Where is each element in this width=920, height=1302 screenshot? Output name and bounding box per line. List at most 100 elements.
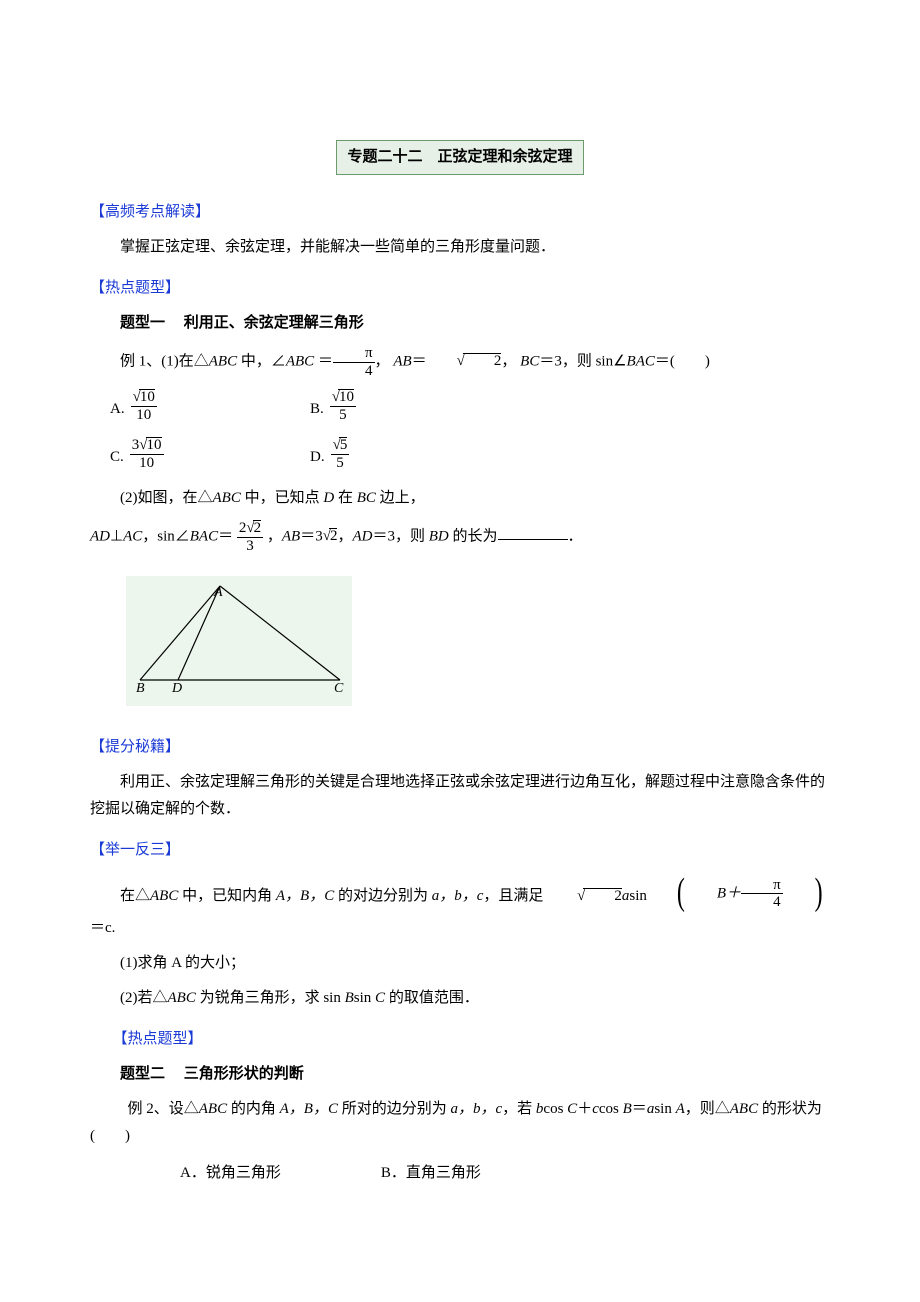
vq2a: (2)若△: [120, 990, 168, 1006]
title-container: 专题二十二 正弦定理和余弦定理: [90, 140, 830, 175]
type1-head: 题型一 利用正、余弦定理解三角形: [90, 310, 830, 337]
optC-r: 10: [146, 437, 162, 452]
e2b: 的内角: [231, 1101, 276, 1117]
e2-B: B: [623, 1101, 632, 1117]
vq2-abc: ABC: [168, 990, 196, 1006]
e2-ang: A，B，C: [276, 1101, 342, 1117]
l2a: ⊥: [110, 528, 123, 544]
ex1-eq: ＝: [318, 353, 333, 369]
optA-frac: 10 10: [131, 389, 157, 423]
ex1-b: 中，∠: [241, 353, 286, 369]
section-tips-head: 【提分秘籍】: [90, 734, 830, 761]
l2h: 的长为: [452, 528, 497, 544]
pi4b-n: π: [741, 877, 783, 894]
d3: 3: [237, 537, 263, 555]
e2-abc2: ABC: [730, 1101, 758, 1117]
sqrt2c: 2: [323, 523, 338, 550]
pi-den: 4: [333, 362, 375, 380]
l2-AD: AD: [90, 528, 110, 544]
e2ta: ，则△: [685, 1101, 730, 1117]
optC-sqrt: 10: [139, 437, 161, 454]
vc: 的对边分别为: [338, 888, 428, 904]
sqrt2b: 2: [246, 520, 261, 537]
optA-sqrt: 10: [133, 389, 155, 406]
ex1-abc2: ABC: [286, 353, 314, 369]
l2-BAC: BAC: [190, 528, 218, 544]
optB-lbl: B.: [310, 396, 324, 423]
freq-body: 掌握正弦定理、余弦定理，并能解决一些简单的三角形度量问题．: [90, 234, 830, 261]
ex1-abc: ABC: [209, 353, 237, 369]
ex1-bcv: ＝3，则 sin∠: [539, 353, 626, 369]
p2-abc: ABC: [213, 490, 241, 506]
section-freq-head: 【高频考点解读】: [90, 199, 830, 226]
pi4-b: π4: [741, 877, 783, 911]
pi4b-d: 4: [741, 893, 783, 911]
optB-sqrt: 10: [332, 389, 354, 406]
ex1-close: ＝( ): [655, 353, 710, 369]
option-c: C. 310 10: [110, 437, 200, 471]
vb-ang: A，B，C: [272, 888, 338, 904]
optB-r: 10: [338, 389, 354, 404]
sqrt2b-r: 2: [253, 520, 262, 535]
l2f: ，: [337, 528, 352, 544]
e2-plus: ＋: [577, 1101, 592, 1117]
ex1-a: 例 1、(1)在△: [120, 353, 209, 369]
sqrt2-r: 2: [463, 353, 502, 368]
optC-lbl: C.: [110, 444, 124, 471]
sqrt2d-r: 2: [583, 888, 622, 903]
sqrt2d: 2: [547, 883, 622, 910]
triangle-svg: ABDC: [130, 580, 348, 696]
ex1-ab: AB: [393, 353, 411, 369]
p2D: D: [320, 490, 338, 506]
svg-text:D: D: [171, 681, 182, 696]
e2-sin: sin: [654, 1101, 672, 1117]
e2c: 所对的边分别为: [342, 1101, 447, 1117]
ex1-part2-line1: (2)如图，在△ABC 中，已知点 D 在 BC 边上，: [90, 485, 830, 512]
e2a: 例 2、设△: [128, 1101, 199, 1117]
example1-line: 例 1、(1)在△ABC 中，∠ABC ＝π4， AB＝2， BC＝3，则 si…: [90, 345, 830, 379]
l2-BD: BD: [425, 528, 453, 544]
n2: 2: [239, 520, 247, 536]
ex2-optA: A．锐角三角形: [180, 1160, 281, 1187]
l2-AB: AB: [282, 528, 300, 544]
optD-den: 5: [331, 454, 350, 472]
pi-num: π: [333, 345, 375, 362]
optA-lbl: A.: [110, 396, 125, 423]
p2c: 在: [338, 490, 353, 506]
vq2-C: C: [375, 990, 389, 1006]
e2-abc: ABC: [199, 1101, 227, 1117]
var-q1: (1)求角 A 的大小；: [90, 950, 830, 977]
e2-A: A: [676, 1101, 685, 1117]
section-hot1-head: 【热点题型】: [90, 275, 830, 302]
vb: 中，已知内角: [182, 888, 272, 904]
v-B: B＋: [717, 885, 741, 901]
options-row1: A. 10 10 B. 10 5: [90, 389, 830, 423]
tips-body: 利用正、余弦定理解三角形的关键是合理地选择正弦或余弦定理进行边角互化，解题过程中…: [90, 769, 830, 823]
l2-AD2: AD: [352, 528, 372, 544]
optC-3: 3: [132, 437, 140, 453]
section-var-head: 【举一反三】: [90, 837, 830, 864]
l2d: ，: [263, 528, 282, 544]
v-eqc: ＝c.: [90, 920, 115, 936]
optB-frac: 10 5: [330, 389, 356, 423]
ex1-c1: ，: [501, 353, 516, 369]
p2d: 边上，: [380, 490, 425, 506]
p2a: (2)如图，在△: [120, 490, 213, 506]
e2-cosC: cos: [543, 1101, 567, 1117]
l2i: ．: [568, 528, 583, 544]
p2b: 中，已知点: [245, 490, 320, 506]
l2c: ＝: [218, 528, 233, 544]
option-d: D. 5 5: [310, 437, 400, 471]
var-line: 在△ABC 中，已知内角 A，B，C 的对边分别为 a，b，c，且满足 2asi…: [90, 872, 830, 942]
optC-den: 10: [130, 454, 164, 472]
optD-lbl: D.: [310, 444, 325, 471]
l2e: ＝3: [300, 528, 323, 544]
vq2-B: B: [345, 990, 354, 1006]
e2-b: b: [532, 1101, 543, 1117]
svg-text:A: A: [213, 585, 223, 600]
ex1-comma: ，: [375, 353, 390, 369]
optA-den: 10: [131, 406, 157, 424]
optD-frac: 5 5: [331, 437, 350, 471]
ex1-bac: BAC: [627, 353, 655, 369]
frac-2sqrt2-3: 22 3: [237, 520, 263, 554]
